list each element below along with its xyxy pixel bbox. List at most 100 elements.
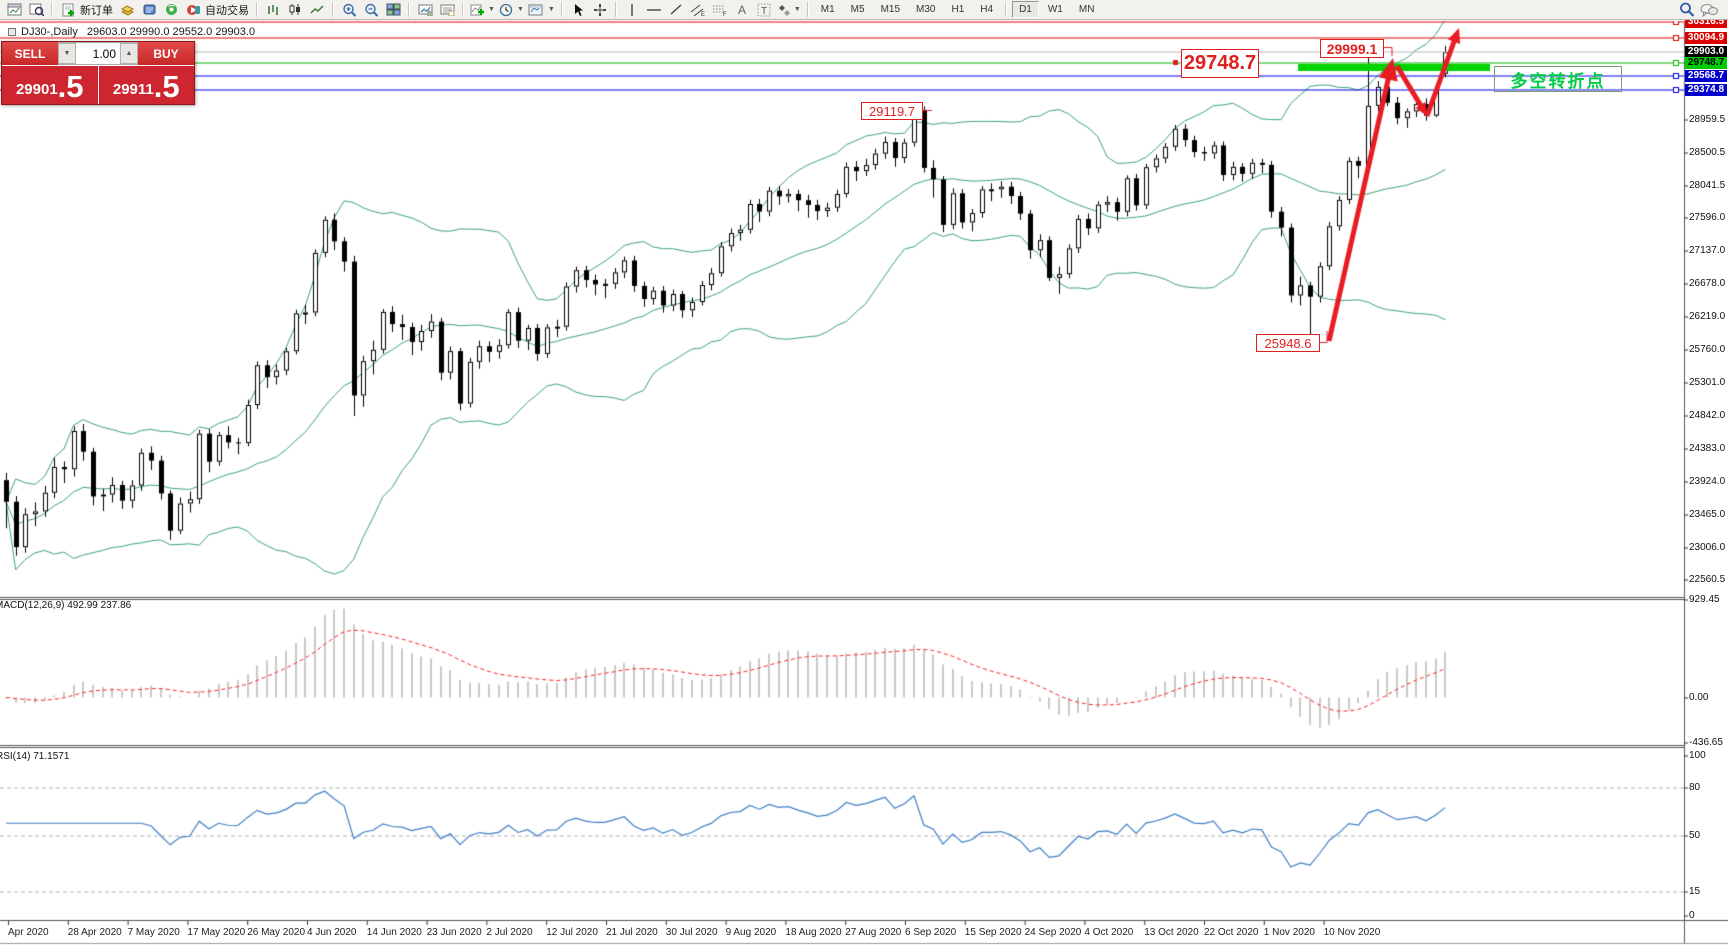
ohlc-values: 29603.0 29990.0 29552.0 29903.0 <box>86 26 256 38</box>
toolbar-separator <box>614 2 617 17</box>
price-axis-label: 28959.5 <box>1689 114 1726 125</box>
date-axis-label: 12 Jul 2020 <box>546 927 598 938</box>
buy-button[interactable]: BUY <box>138 42 194 65</box>
profile-icon[interactable] <box>414 1 436 19</box>
price-axis-label: 23465.0 <box>1689 509 1726 521</box>
date-axis-label: Apr 2020 <box>8 927 49 938</box>
periods-icon[interactable]: ▼ <box>497 1 526 19</box>
date-axis-label: 13 Oct 2020 <box>1144 927 1199 938</box>
sell-price[interactable]: 29901.5 <box>2 66 98 104</box>
pivot-note-textbox[interactable]: 多空转折点 <box>1494 66 1622 92</box>
timeframe-bar: M1 M5 M15 M30 H1 H4 D1 W1 MN <box>813 1 1103 18</box>
text-label-icon[interactable]: A <box>731 1 753 19</box>
rsi-axis-label: 80 <box>1689 782 1701 793</box>
toolbar-separator <box>1005 2 1008 17</box>
shapes-icon[interactable]: ▼ <box>775 1 803 19</box>
new-order-icon[interactable] <box>57 1 79 19</box>
candlestick-chart-icon[interactable] <box>284 1 306 19</box>
buy-price-main: 29911 <box>112 81 154 98</box>
new-order-button[interactable]: 新订单 <box>80 4 113 17</box>
data-window-icon[interactable] <box>138 1 160 19</box>
vertical-line-icon[interactable] <box>621 1 643 19</box>
price-tag: 29903.0 <box>1685 46 1727 59</box>
rsi-axis-label: 0 <box>1689 910 1695 921</box>
price-axis-label: 27137.0 <box>1689 245 1726 257</box>
price-tag: 29748.7 <box>1685 57 1727 70</box>
swing-low-price-label[interactable]: 25948.6 <box>1256 334 1320 352</box>
templates-icon[interactable]: ▼ <box>526 1 557 19</box>
date-axis-label: 21 Jul 2020 <box>606 927 658 938</box>
bar-chart-icon[interactable] <box>262 1 284 19</box>
toolbar-separator <box>408 2 410 17</box>
rsi-indicator-label: RSI(14) 71.1571 <box>0 751 70 762</box>
date-axis-label: 18 Aug 2020 <box>785 927 842 938</box>
timeframe-h4[interactable]: H4 <box>980 4 994 15</box>
timeframe-m30[interactable]: M30 <box>916 4 936 15</box>
toolbar-separator <box>332 2 334 17</box>
auto-trading-icon[interactable] <box>182 1 204 19</box>
toolbar-separator <box>560 2 563 17</box>
volume-increase-button[interactable]: ▲ <box>120 43 138 64</box>
text-icon[interactable]: T <box>753 1 775 19</box>
trendline-icon[interactable] <box>665 1 687 19</box>
timeframe-d1[interactable]: D1 <box>1012 1 1039 18</box>
toolbar-separator <box>806 2 809 17</box>
toolbar-separator <box>51 2 53 17</box>
buy-price-big-digit: .5 <box>153 69 180 104</box>
svg-text:A: A <box>738 3 746 16</box>
date-axis-label: 4 Jun 2020 <box>307 927 357 938</box>
date-axis-label: 1 Nov 2020 <box>1263 927 1315 938</box>
buy-price[interactable]: 29911.5 <box>98 66 194 104</box>
price-axis-label: 26678.0 <box>1689 278 1726 290</box>
timeframe-m15[interactable]: M15 <box>880 4 901 15</box>
price-axis-label: 25760.0 <box>1689 344 1726 356</box>
crosshair-icon[interactable] <box>589 1 611 19</box>
macd-axis-label: -436.65 <box>1689 737 1723 749</box>
volume-value[interactable]: 1.00 <box>76 43 120 64</box>
timeframe-mn[interactable]: MN <box>1078 4 1095 15</box>
price-axis-label: 24383.0 <box>1689 443 1726 455</box>
zoom-out-icon[interactable] <box>360 1 382 19</box>
date-axis-label: 30 Jul 2020 <box>665 927 718 938</box>
price-axis-label: 24842.0 <box>1689 410 1726 422</box>
search-icon[interactable] <box>1676 1 1698 19</box>
volume-decrease-button[interactable]: ▼ <box>58 43 76 64</box>
september-high-price-label[interactable]: 29119.7 <box>861 102 923 120</box>
indicators-icon[interactable]: ▼ <box>468 1 497 19</box>
chart-zoom-icon[interactable] <box>25 1 47 19</box>
chevron-down-icon: ▼ <box>488 6 495 13</box>
resistance-price-label[interactable]: 29748.7 <box>1181 49 1259 78</box>
spike-high-price-label[interactable]: 29999.1 <box>1320 39 1384 58</box>
timeframe-m5[interactable]: M5 <box>850 4 865 15</box>
price-axis-label: 25301.0 <box>1689 377 1726 389</box>
sell-button[interactable]: SELL <box>2 42 58 65</box>
signals-icon[interactable] <box>160 1 182 19</box>
chevron-down-icon: ▼ <box>793 6 801 13</box>
cursor-icon[interactable] <box>567 1 589 19</box>
auto-trading-button[interactable]: 自动交易 <box>205 4 249 17</box>
timeframe-h1[interactable]: H1 <box>951 4 965 15</box>
tile-windows-icon[interactable] <box>382 1 404 19</box>
chat-icon[interactable] <box>1698 1 1720 19</box>
volume-stepper: ▼ 1.00 ▲ <box>58 42 138 65</box>
charts-list-icon[interactable] <box>436 1 458 19</box>
horizontal-line-icon[interactable] <box>643 1 665 19</box>
date-axis-label: 6 Sep 2020 <box>905 927 957 938</box>
sell-price-big-digit: .5 <box>57 69 84 104</box>
symbol-period-label: DJ30-,Daily <box>21 26 78 38</box>
timeframe-w1[interactable]: W1 <box>1047 4 1063 15</box>
macd-axis-label: 929.45 <box>1689 594 1720 605</box>
date-axis-label: 26 May 2020 <box>247 927 306 938</box>
equidistant-channel-icon[interactable]: E <box>687 1 709 19</box>
date-axis-label: 4 Oct 2020 <box>1084 927 1134 938</box>
line-chart-icon[interactable] <box>306 1 328 19</box>
chevron-down-icon: ▼ <box>547 6 555 13</box>
macd-indicator-label: MACD(12,26,9) 492.99 237.86 <box>0 600 132 611</box>
zoom-in-icon[interactable] <box>338 1 360 19</box>
timeframe-m1[interactable]: M1 <box>820 4 835 15</box>
date-axis-label: 17 May 2020 <box>187 927 246 938</box>
new-chart-icon[interactable] <box>3 1 25 19</box>
market-watch-icon[interactable] <box>116 1 138 19</box>
fibonacci-icon[interactable]: F <box>709 1 731 19</box>
